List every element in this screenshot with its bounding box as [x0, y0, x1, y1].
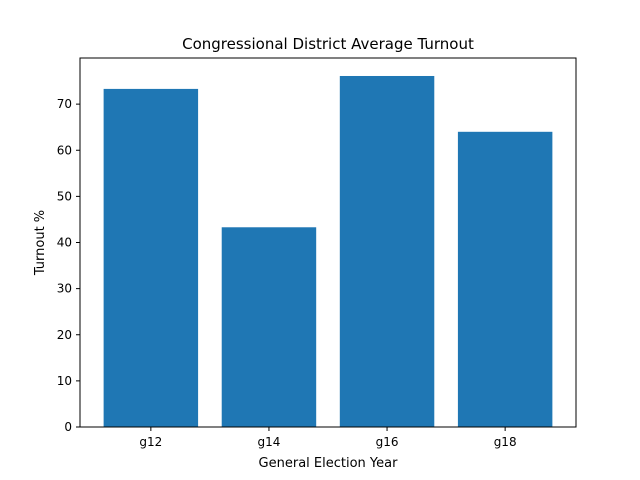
y-tick-label: 0: [64, 420, 72, 434]
y-tick-label: 50: [57, 189, 72, 203]
bar-g18: [457, 131, 553, 428]
y-tick-label: 70: [57, 97, 72, 111]
y-tick-label: 10: [57, 374, 72, 388]
bar-g16: [339, 75, 435, 428]
y-tick-label: 40: [57, 236, 72, 250]
x-tick-label: g12: [139, 435, 162, 449]
bar-g14: [221, 227, 317, 427]
bars-group: [103, 75, 553, 428]
x-axis: g12 g14 g16 g18: [139, 427, 517, 449]
y-tick-label: 20: [57, 328, 72, 342]
x-tick-label: g16: [376, 435, 399, 449]
y-axis-label: Turnout %: [33, 210, 48, 276]
y-axis: 0 10 20 30 40 50 60 70: [57, 97, 80, 434]
y-tick-label: 60: [57, 143, 72, 157]
bar-g12: [103, 88, 199, 427]
y-tick-label: 30: [57, 282, 72, 296]
x-tick-label: g14: [258, 435, 281, 449]
x-tick-label: g18: [494, 435, 517, 449]
x-axis-label: General Election Year: [259, 456, 399, 471]
chart-title: Congressional District Average Turnout: [182, 35, 474, 53]
